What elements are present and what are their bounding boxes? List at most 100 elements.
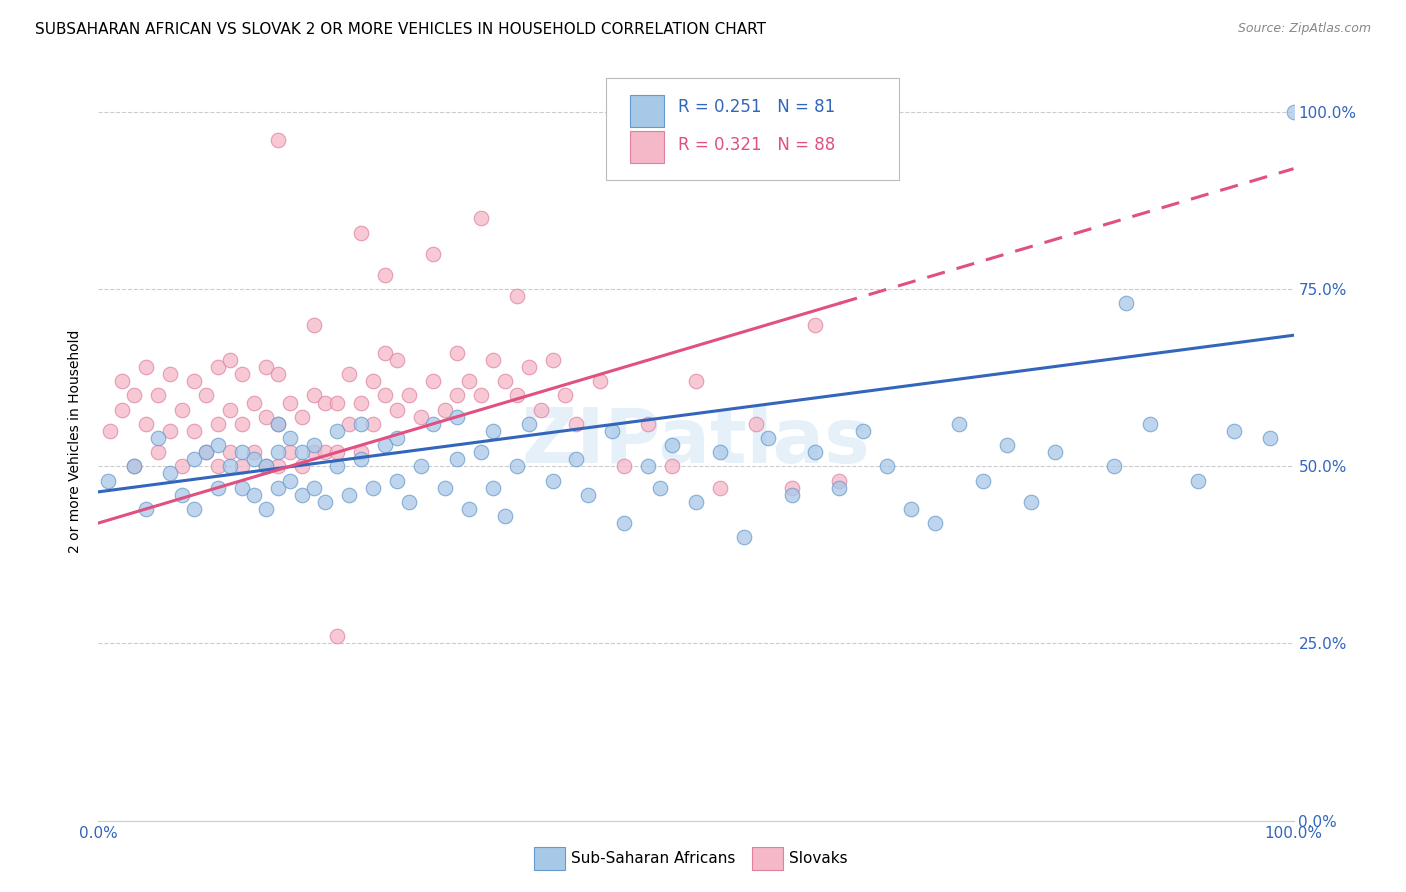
Point [350, 445, 373, 459]
Point [780, 488, 803, 502]
Point [243, 452, 266, 467]
Point [613, 459, 636, 474]
Point [98, 424, 122, 438]
Point [291, 488, 314, 502]
Point [302, 388, 325, 402]
Point [231, 445, 253, 459]
Point [470, 445, 492, 459]
Point [780, 481, 803, 495]
Point [207, 417, 229, 431]
Point [135, 360, 157, 375]
Point [385, 402, 409, 417]
Point [637, 417, 659, 431]
Point [243, 488, 266, 502]
Point [267, 417, 290, 431]
Point [1187, 474, 1209, 488]
Point [267, 417, 290, 431]
Point [159, 368, 181, 382]
Point [243, 445, 266, 459]
Point [1104, 459, 1126, 474]
Point [326, 459, 349, 474]
Point [804, 318, 827, 332]
Point [554, 388, 576, 402]
Point [148, 388, 170, 402]
Point [111, 374, 134, 388]
Point [1258, 431, 1281, 445]
Point [481, 481, 505, 495]
Point [302, 438, 325, 452]
Point [494, 508, 516, 523]
Point [326, 445, 349, 459]
Point [1019, 495, 1042, 509]
Point [135, 417, 157, 431]
Point [231, 481, 253, 495]
Point [411, 409, 433, 424]
Point [422, 246, 444, 260]
Point [446, 409, 468, 424]
Point [124, 459, 146, 474]
Text: SUBSAHARAN AFRICAN VS SLOVAK 2 OR MORE VEHICLES IN HOUSEHOLD CORRELATION CHART: SUBSAHARAN AFRICAN VS SLOVAK 2 OR MORE V… [35, 22, 766, 37]
Point [267, 133, 290, 147]
Point [530, 402, 553, 417]
Point [422, 374, 444, 388]
Point [339, 488, 361, 502]
Point [661, 459, 683, 474]
Point [350, 226, 373, 240]
Point [745, 417, 768, 431]
Point [1043, 445, 1066, 459]
Point [470, 211, 492, 226]
FancyBboxPatch shape [606, 78, 900, 180]
Point [709, 481, 731, 495]
Point [398, 388, 420, 402]
Text: ZIPatlas: ZIPatlas [522, 405, 870, 478]
Point [494, 374, 516, 388]
Point [852, 424, 875, 438]
Point [972, 474, 994, 488]
Point [900, 501, 922, 516]
Point [363, 417, 385, 431]
Point [111, 402, 134, 417]
Point [315, 495, 337, 509]
Point [541, 353, 564, 368]
Point [278, 474, 301, 488]
Point [195, 388, 218, 402]
Point [278, 395, 301, 409]
Point [565, 417, 588, 431]
Point [481, 353, 505, 368]
Point [446, 388, 468, 402]
Point [637, 459, 659, 474]
Point [267, 445, 290, 459]
Point [648, 481, 672, 495]
Text: Sub-Saharan Africans: Sub-Saharan Africans [571, 851, 735, 865]
Point [254, 409, 277, 424]
Point [243, 395, 266, 409]
Point [219, 353, 242, 368]
Point [350, 452, 373, 467]
Point [183, 501, 205, 516]
Point [398, 495, 420, 509]
Y-axis label: 2 or more Vehicles in Household: 2 or more Vehicles in Household [69, 330, 83, 553]
Point [685, 374, 707, 388]
Point [506, 388, 529, 402]
Point [517, 360, 540, 375]
Point [207, 438, 229, 452]
Point [565, 452, 588, 467]
Point [1139, 417, 1161, 431]
Point [602, 424, 624, 438]
Point [148, 445, 170, 459]
Point [326, 395, 349, 409]
Point [97, 474, 120, 488]
Point [207, 459, 229, 474]
Point [278, 445, 301, 459]
Point [148, 431, 170, 445]
Point [446, 452, 468, 467]
Point [613, 516, 636, 530]
Point [339, 368, 361, 382]
Point [219, 459, 242, 474]
Point [350, 395, 373, 409]
FancyBboxPatch shape [630, 95, 664, 127]
Point [291, 459, 314, 474]
Text: Source: ZipAtlas.com: Source: ZipAtlas.com [1237, 22, 1371, 36]
Point [135, 501, 157, 516]
Point [374, 268, 396, 282]
